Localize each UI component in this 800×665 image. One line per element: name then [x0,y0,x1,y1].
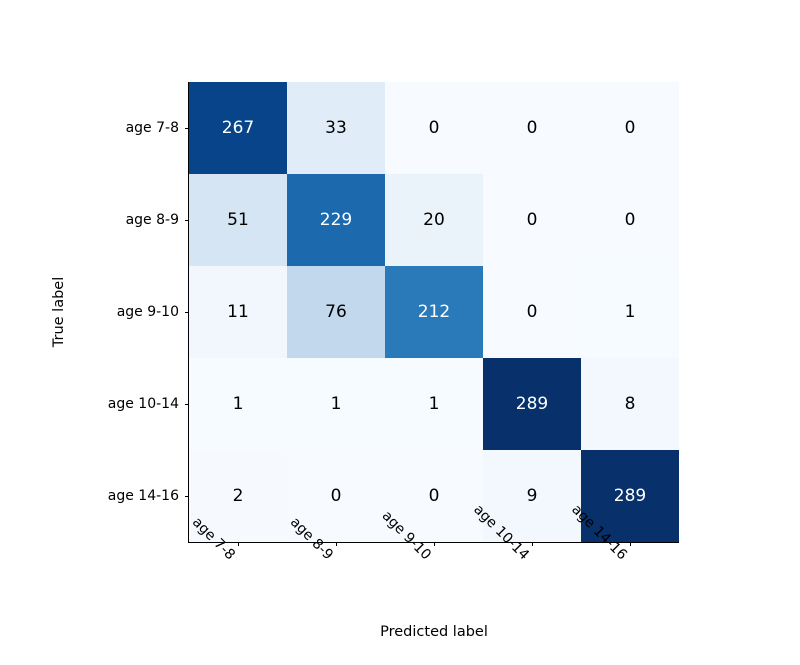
heatmap-cell-value: 9 [527,486,538,506]
heatmap-cell-value: 20 [423,210,445,230]
xtick-mark [336,542,337,546]
ytick-mark [185,220,189,221]
heatmap-cell-value: 0 [527,210,538,230]
ytick-mark [185,404,189,405]
confusion-matrix-plot-area: 2673300051229200011762120111128982009289 [189,82,679,542]
heatmap-cell: 0 [385,82,483,174]
heatmap-cell-value: 1 [625,302,636,322]
heatmap-cell: 1 [287,358,385,450]
heatmap-cell-value: 8 [625,394,636,414]
ytick-label: age 14-16 [108,488,179,504]
heatmap-cell-value: 33 [325,118,347,138]
heatmap-cell: 267 [189,82,287,174]
heatmap-cell-value: 0 [527,302,538,322]
heatmap-cell: 1 [385,358,483,450]
ytick-label: age 9-10 [117,304,179,320]
x-axis-label: Predicted label [380,624,488,640]
xtick-mark [434,542,435,546]
heatmap-cell-value: 0 [429,118,440,138]
heatmap-cell-value: 289 [614,486,646,506]
heatmap-cell-value: 212 [418,302,450,322]
xtick-mark [532,542,533,546]
heatmap-cell-value: 289 [516,394,548,414]
heatmap-cell: 212 [385,266,483,358]
heatmap-cell-value: 1 [233,394,244,414]
axis-spine [188,82,189,543]
figure-stage: 2673300051229200011762120111128982009289… [0,0,800,665]
heatmap-cell: 0 [483,266,581,358]
heatmap-cell: 1 [189,358,287,450]
xtick-mark [238,542,239,546]
heatmap-cell: 20 [385,174,483,266]
ytick-label: age 8-9 [126,212,179,228]
ytick-label: age 7-8 [126,120,179,136]
y-axis-label: True label [51,277,67,347]
heatmap-cell: 51 [189,174,287,266]
ytick-label: age 10-14 [108,396,179,412]
heatmap-cell-value: 51 [227,210,249,230]
heatmap-cell: 76 [287,266,385,358]
heatmap-cell: 1 [581,266,679,358]
heatmap-cell: 33 [287,82,385,174]
ytick-mark [185,128,189,129]
ytick-mark [185,496,189,497]
heatmap-cell: 8 [581,358,679,450]
heatmap-cell-value: 0 [429,486,440,506]
xtick-mark [630,542,631,546]
heatmap-cell: 0 [483,174,581,266]
heatmap-cell: 0 [483,82,581,174]
heatmap-cell-value: 1 [331,394,342,414]
heatmap-cell: 229 [287,174,385,266]
heatmap-cell-value: 0 [625,118,636,138]
heatmap-cell-value: 267 [222,118,254,138]
heatmap-cell-value: 0 [625,210,636,230]
heatmap-cell: 0 [581,174,679,266]
heatmap-cell: 0 [581,82,679,174]
heatmap-cell: 11 [189,266,287,358]
heatmap-cell-value: 229 [320,210,352,230]
heatmap-cell-value: 0 [527,118,538,138]
heatmap-cell: 289 [483,358,581,450]
ytick-mark [185,312,189,313]
heatmap-cell-value: 76 [325,302,347,322]
heatmap-cell-value: 11 [227,302,249,322]
heatmap-cell-value: 2 [233,486,244,506]
heatmap-cell-value: 0 [331,486,342,506]
heatmap-cell-value: 1 [429,394,440,414]
